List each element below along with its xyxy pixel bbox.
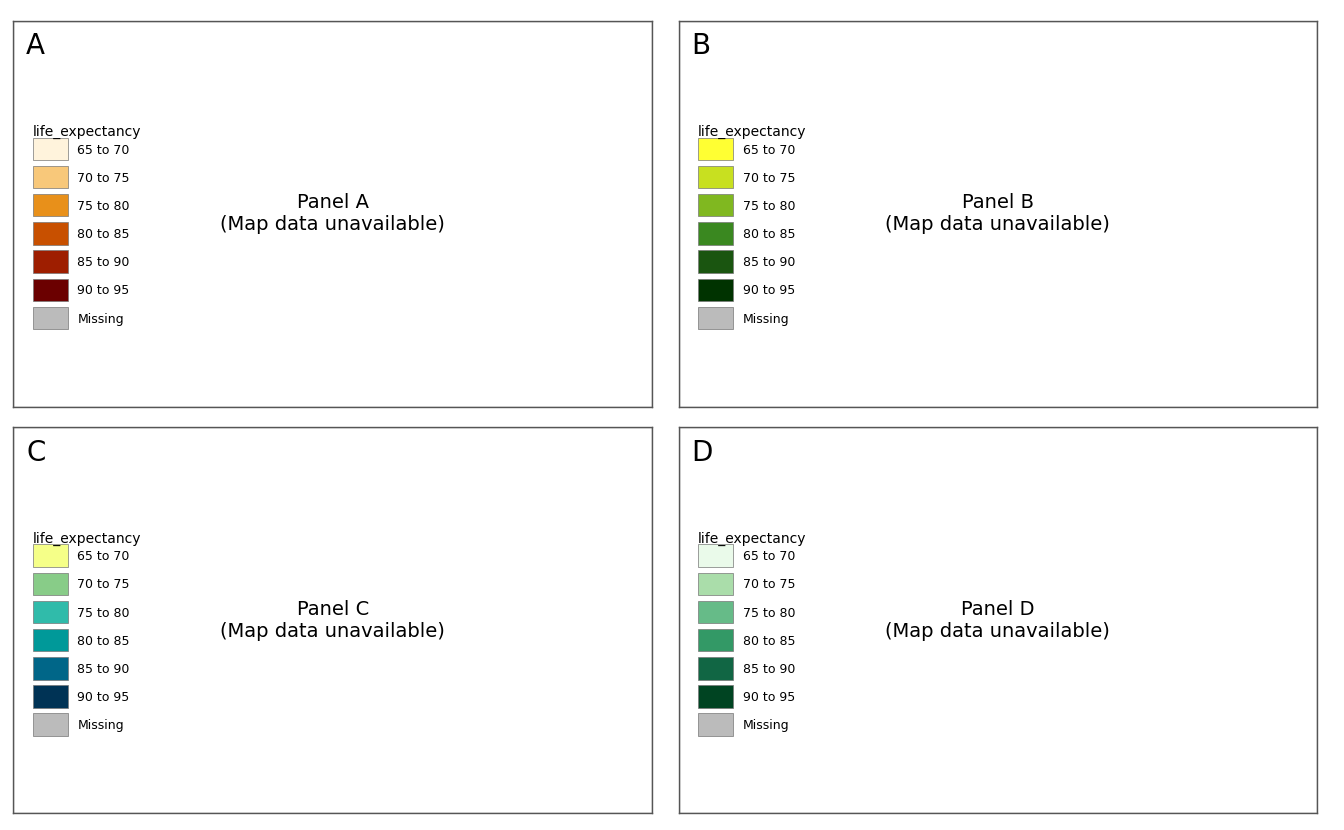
Text: 80 to 85: 80 to 85 [77,228,130,241]
Text: 65 to 70: 65 to 70 [742,144,794,157]
FancyBboxPatch shape [698,573,732,595]
Text: 65 to 70: 65 to 70 [77,550,129,564]
Text: 80 to 85: 80 to 85 [742,635,796,647]
Text: Panel C
(Map data unavailable): Panel C (Map data unavailable) [220,600,445,641]
Text: Missing: Missing [742,720,789,732]
Text: 90 to 95: 90 to 95 [742,285,794,297]
Text: 70 to 75: 70 to 75 [77,172,130,185]
Text: C: C [26,439,46,467]
Text: life_expectancy: life_expectancy [32,125,141,139]
FancyBboxPatch shape [698,138,732,160]
Text: Panel B
(Map data unavailable): Panel B (Map data unavailable) [886,193,1110,234]
Text: Panel A
(Map data unavailable): Panel A (Map data unavailable) [220,193,445,234]
Text: D: D [692,439,712,467]
Text: 70 to 75: 70 to 75 [77,579,130,592]
Text: life_expectancy: life_expectancy [698,125,806,139]
Text: 90 to 95: 90 to 95 [77,691,129,704]
FancyBboxPatch shape [32,601,67,623]
Text: 85 to 90: 85 to 90 [742,256,794,269]
Text: 75 to 80: 75 to 80 [742,607,796,619]
Text: life_expectancy: life_expectancy [698,532,806,546]
Text: 65 to 70: 65 to 70 [77,144,129,157]
FancyBboxPatch shape [32,573,67,595]
Text: Missing: Missing [742,313,789,325]
Text: life_expectancy: life_expectancy [32,532,141,546]
FancyBboxPatch shape [698,714,732,736]
Text: 75 to 80: 75 to 80 [77,607,130,619]
Text: 80 to 85: 80 to 85 [742,228,796,241]
FancyBboxPatch shape [698,251,732,273]
Text: 70 to 75: 70 to 75 [742,172,796,185]
FancyBboxPatch shape [698,222,732,245]
FancyBboxPatch shape [32,629,67,652]
Text: 90 to 95: 90 to 95 [742,691,794,704]
Text: 85 to 90: 85 to 90 [77,256,129,269]
FancyBboxPatch shape [698,686,732,708]
FancyBboxPatch shape [32,251,67,273]
FancyBboxPatch shape [32,222,67,245]
FancyBboxPatch shape [32,657,67,680]
Text: 65 to 70: 65 to 70 [742,550,794,564]
FancyBboxPatch shape [32,166,67,188]
FancyBboxPatch shape [698,307,732,330]
Text: B: B [692,32,711,61]
FancyBboxPatch shape [32,279,67,301]
FancyBboxPatch shape [32,307,67,330]
Text: 70 to 75: 70 to 75 [742,579,796,592]
FancyBboxPatch shape [32,194,67,217]
Text: 75 to 80: 75 to 80 [77,200,130,212]
Text: A: A [26,32,46,61]
FancyBboxPatch shape [698,166,732,188]
FancyBboxPatch shape [698,544,732,567]
Text: 75 to 80: 75 to 80 [742,200,796,212]
Text: 85 to 90: 85 to 90 [742,663,794,676]
FancyBboxPatch shape [698,194,732,217]
FancyBboxPatch shape [32,714,67,736]
Text: Missing: Missing [77,720,124,732]
Text: Missing: Missing [77,313,124,325]
Text: 80 to 85: 80 to 85 [77,635,130,647]
Text: 90 to 95: 90 to 95 [77,285,129,297]
FancyBboxPatch shape [698,279,732,301]
FancyBboxPatch shape [32,686,67,708]
Text: 85 to 90: 85 to 90 [77,663,129,676]
FancyBboxPatch shape [698,657,732,680]
FancyBboxPatch shape [32,544,67,567]
Text: Panel D
(Map data unavailable): Panel D (Map data unavailable) [886,600,1110,641]
FancyBboxPatch shape [32,138,67,160]
FancyBboxPatch shape [698,629,732,652]
FancyBboxPatch shape [698,601,732,623]
